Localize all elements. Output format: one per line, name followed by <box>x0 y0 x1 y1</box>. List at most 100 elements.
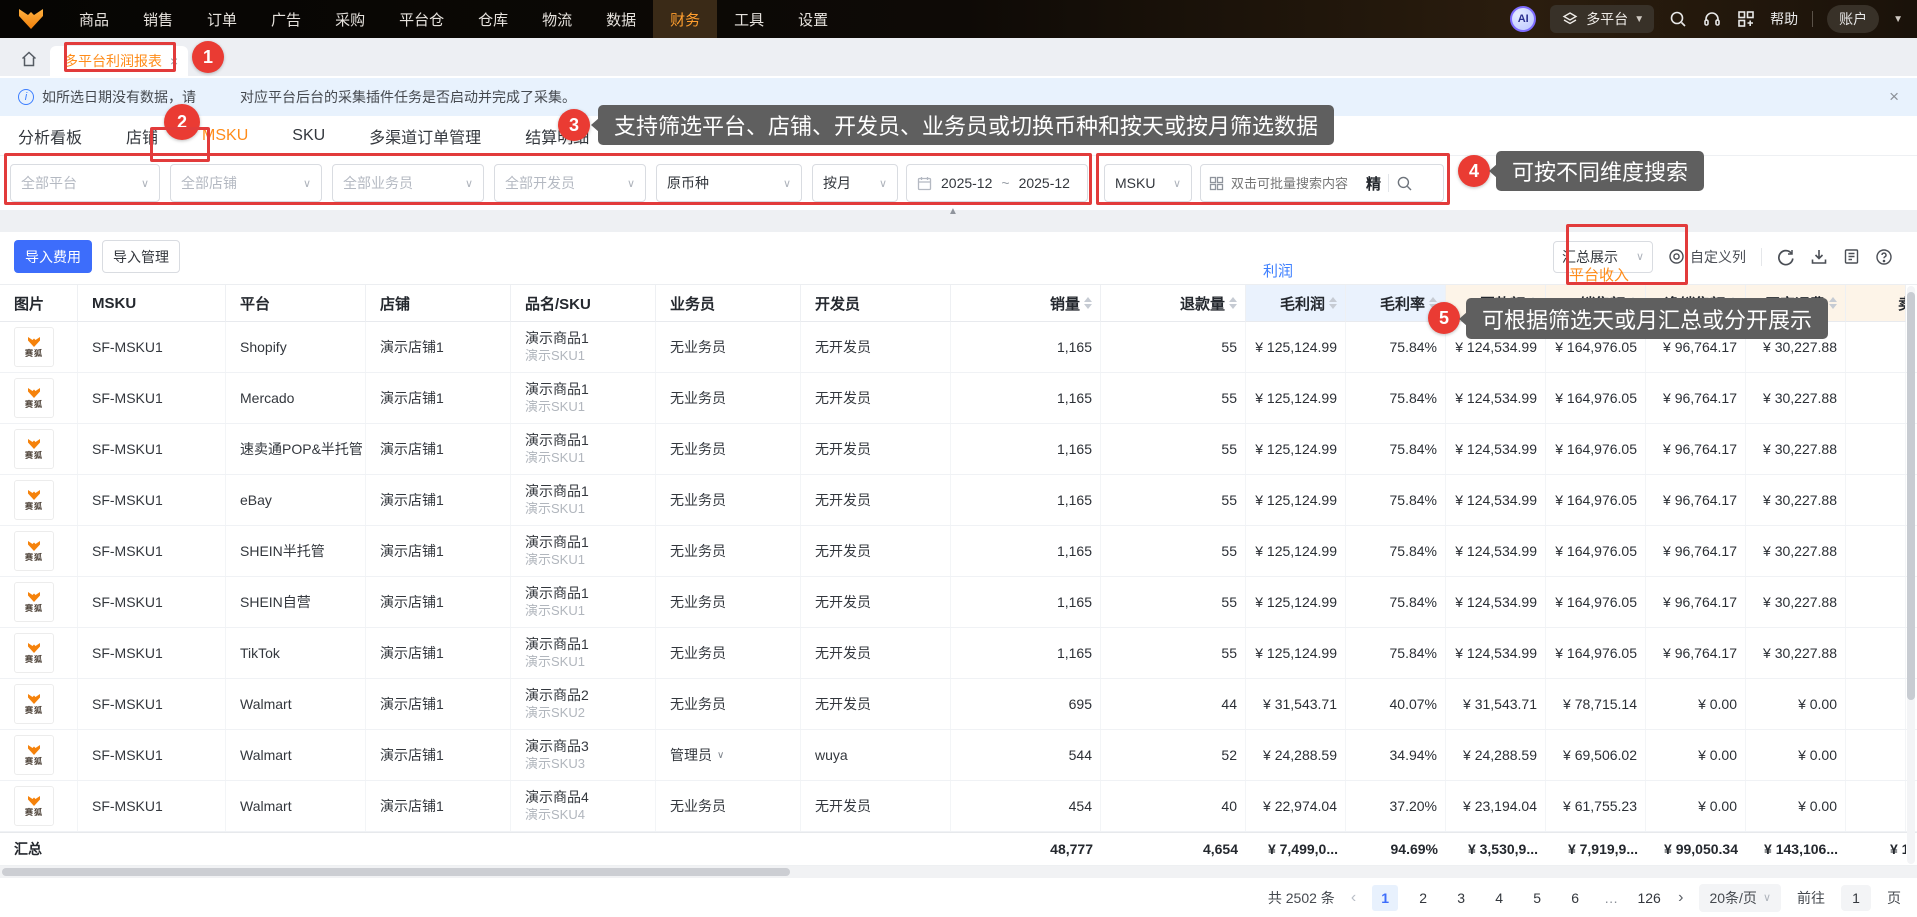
topnav-item[interactable]: 商品 <box>79 11 110 29</box>
page-number[interactable]: 5 <box>1533 889 1542 906</box>
search-icon[interactable] <box>1668 9 1688 29</box>
topnav-item[interactable]: 物流 <box>542 11 573 29</box>
table-row[interactable]: 赛狐 SF-MSKU1 Walmart 演示店铺1 演示商品4 演示SKU4 无… <box>0 781 1917 832</box>
product-thumbnail[interactable]: 赛狐 <box>14 378 54 418</box>
page-number[interactable]: 1 <box>1372 884 1399 911</box>
refresh-icon[interactable] <box>1777 248 1795 266</box>
download-icon[interactable] <box>1810 248 1828 266</box>
cell-msku: SF-MSKU1 <box>78 322 226 372</box>
help-link[interactable]: 帮助 <box>1770 11 1799 27</box>
subtab-item[interactable]: 分析看板 <box>18 129 83 147</box>
page-size-select[interactable]: 20条/页 ∨ <box>1699 883 1781 912</box>
col-header-gross-profit[interactable]: 毛利润 <box>1246 285 1346 322</box>
custom-columns-button[interactable]: 自定义列 <box>1668 247 1746 267</box>
col-header-refund-qty[interactable]: 退款量 <box>1101 285 1246 322</box>
developer-filter-select[interactable]: 全部开发员 ∨ <box>494 164 646 202</box>
table-row[interactable]: 赛狐 SF-MSKU1 SHEIN自营 演示店铺1 演示商品1 演示SKU1 无… <box>0 577 1917 628</box>
subtab-item[interactable]: MSKU <box>202 126 249 144</box>
import-fee-button[interactable]: 导入费用 <box>14 240 92 273</box>
sort-icon[interactable] <box>1329 297 1337 309</box>
date-range-picker[interactable]: 2025-12 ~ 2025-12 <box>906 164 1088 202</box>
report-icon[interactable] <box>1843 248 1860 265</box>
cell-sales-qty: 695 <box>951 679 1101 729</box>
cell-payment-amount: ¥ 23,194.04 <box>1446 781 1546 831</box>
table-row[interactable]: 赛狐 SF-MSKU1 TikTok 演示店铺1 演示商品1 演示SKU1 无业… <box>0 628 1917 679</box>
product-thumbnail[interactable]: 赛狐 <box>14 684 54 724</box>
thumbnail-label: 赛狐 <box>25 450 43 460</box>
help-icon[interactable] <box>1875 248 1893 266</box>
page-number[interactable]: 4 <box>1495 889 1504 906</box>
summary-display-select[interactable]: 汇总展示 ∨ <box>1553 240 1653 273</box>
sort-icon[interactable] <box>1229 297 1237 309</box>
ai-assistant-button[interactable]: AI <box>1510 6 1537 32</box>
subtab-item[interactable]: 多渠道订单管理 <box>369 129 482 147</box>
topnav-item[interactable]: 数据 <box>606 11 637 29</box>
topnav-item[interactable]: 订单 <box>207 11 238 29</box>
currency-filter-select[interactable]: 原币种 ∨ <box>656 164 802 202</box>
tab-label: 多平台利润报表 <box>64 53 162 69</box>
product-thumbnail[interactable]: 赛狐 <box>14 786 54 826</box>
period-filter-select[interactable]: 按月 ∨ <box>812 164 898 202</box>
apps-grid-icon[interactable] <box>1736 9 1756 29</box>
table-row[interactable]: 赛狐 SF-MSKU1 Walmart 演示店铺1 演示商品3 演示SKU3 管… <box>0 730 1917 781</box>
collapse-filters-caret[interactable]: ▲ <box>948 206 958 217</box>
chevron-down-icon[interactable]: ∨ <box>717 749 725 761</box>
subtab-item[interactable]: SKU <box>292 126 326 144</box>
topnav-item[interactable]: 平台仓 <box>399 11 445 29</box>
topnav-item[interactable]: 销售 <box>143 11 174 29</box>
page-number[interactable]: 2 <box>1419 889 1428 906</box>
page-number[interactable]: 3 <box>1457 889 1466 906</box>
home-icon[interactable] <box>20 50 38 68</box>
goto-page-input[interactable] <box>1841 884 1871 911</box>
exact-match-toggle[interactable]: 精 <box>1366 175 1382 193</box>
account-chevron-icon[interactable]: ▼ <box>1893 13 1903 25</box>
page-number[interactable]: 6 <box>1571 889 1580 906</box>
product-thumbnail[interactable]: 赛狐 <box>14 531 54 571</box>
sort-icon[interactable] <box>1084 297 1092 309</box>
product-thumbnail[interactable]: 赛狐 <box>14 633 54 673</box>
topnav-item[interactable]: 广告 <box>271 11 302 29</box>
prev-page-arrow[interactable]: ‹ <box>1350 888 1357 906</box>
table-row[interactable]: 赛狐 SF-MSKU1 Walmart 演示店铺1 演示商品2 演示SKU2 无… <box>0 679 1917 730</box>
banner-close-icon[interactable]: × <box>1889 87 1899 106</box>
cell-msku: SF-MSKU1 <box>78 424 226 474</box>
col-header-sales-qty[interactable]: 销量 <box>951 285 1101 322</box>
topnav-item[interactable]: 财务 <box>653 0 718 38</box>
product-thumbnail[interactable]: 赛狐 <box>14 582 54 622</box>
product-thumbnail[interactable]: 赛狐 <box>14 735 54 775</box>
product-thumbnail[interactable]: 赛狐 <box>14 327 54 367</box>
platform-filter-select[interactable]: 全部平台 ∨ <box>10 164 160 202</box>
table-row[interactable]: 赛狐 SF-MSKU1 Mercado 演示店铺1 演示商品1 演示SKU1 无… <box>0 373 1917 424</box>
brand-logo-icon[interactable] <box>0 7 62 31</box>
sort-icon[interactable] <box>1829 297 1837 309</box>
vertical-scrollbar-thumb[interactable] <box>1907 292 1915 700</box>
horizontal-scrollbar-thumb[interactable] <box>2 868 790 876</box>
account-button[interactable]: 账户 <box>1827 5 1880 33</box>
shop-filter-select[interactable]: 全部店铺 ∨ <box>170 164 322 202</box>
table-row[interactable]: 赛狐 SF-MSKU1 Shopify 演示店铺1 演示商品1 演示SKU1 无… <box>0 322 1917 373</box>
next-page-arrow[interactable]: › <box>1678 888 1684 906</box>
search-input[interactable] <box>1231 175 1359 191</box>
last-page-number[interactable]: 126 <box>1637 889 1661 906</box>
import-manage-button[interactable]: 导入管理 <box>102 240 180 273</box>
table-row[interactable]: 赛狐 SF-MSKU1 eBay 演示店铺1 演示商品1 演示SKU1 无业务员… <box>0 475 1917 526</box>
batch-grid-icon[interactable] <box>1209 176 1224 191</box>
table-row[interactable]: 赛狐 SF-MSKU1 SHEIN半托管 演示店铺1 演示商品1 演示SKU1 … <box>0 526 1917 577</box>
topnav-item[interactable]: 仓库 <box>478 11 509 29</box>
col-header-gross-margin[interactable]: 毛利率 <box>1346 285 1446 322</box>
platform-switcher[interactable]: 多平台 ▼ <box>1550 5 1655 33</box>
horizontal-scrollbar[interactable] <box>0 866 1917 878</box>
summary-label: 汇总 <box>14 841 42 857</box>
product-thumbnail[interactable]: 赛狐 <box>14 429 54 469</box>
topnav-item[interactable]: 采购 <box>335 11 366 29</box>
headset-icon[interactable] <box>1702 9 1722 29</box>
product-name: 演示商品2 <box>525 687 589 703</box>
table-row[interactable]: 赛狐 SF-MSKU1 速卖通POP&半托管 演示店铺1 演示商品1 演示SKU… <box>0 424 1917 475</box>
product-thumbnail[interactable]: 赛狐 <box>14 480 54 520</box>
search-type-select[interactable]: MSKU ∨ <box>1104 164 1192 202</box>
magnifier-icon[interactable] <box>1396 175 1413 192</box>
calendar-icon <box>917 176 932 191</box>
topnav-item[interactable]: 设置 <box>798 11 829 29</box>
salesman-filter-select[interactable]: 全部业务员 ∨ <box>332 164 484 202</box>
topnav-item[interactable]: 工具 <box>734 11 765 29</box>
